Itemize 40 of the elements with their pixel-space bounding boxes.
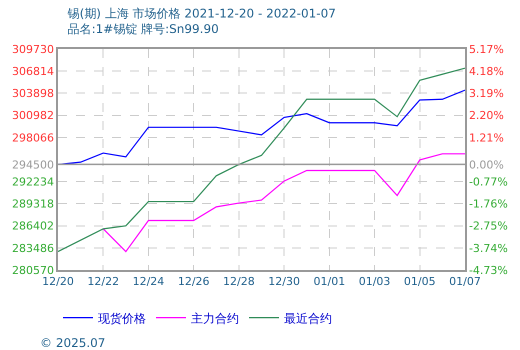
- line-series: [58, 68, 465, 252]
- y-tick-label: 289318: [12, 198, 54, 211]
- y2-tick-label: 0.00%: [468, 158, 504, 172]
- x-tick-label: 01/03: [358, 274, 390, 288]
- y-tick-label: 306814: [12, 64, 54, 78]
- y-tick-label: 303898: [12, 87, 54, 100]
- y2-tick-label: -1.76%: [468, 198, 508, 211]
- x-tick-label: 01/05: [404, 274, 436, 288]
- y-tick-label: 298066: [12, 131, 54, 144]
- y-tick-label: 280570: [12, 264, 54, 277]
- x-tick-label: 01/07: [449, 274, 481, 288]
- x-tick-label: 12/30: [268, 274, 300, 288]
- x-tick-label: 12/22: [87, 274, 120, 288]
- x-tick-label: 12/20: [42, 274, 74, 288]
- y2-tick-label: 5.17%: [468, 42, 504, 56]
- line-series: [102, 153, 465, 252]
- legend-label: 最近合约: [284, 311, 332, 326]
- chart-subtitle: 品名:1#锡锭 牌号:Sn99.90: [68, 22, 219, 36]
- x-tick-label: 01/01: [313, 274, 346, 288]
- y2-tick-label: 3.19%: [468, 87, 504, 100]
- legend-label: 现货价格: [98, 311, 146, 326]
- x-tick-label: 12/26: [178, 274, 210, 288]
- y2-tick-label: 2.20%: [468, 109, 504, 122]
- y-tick-label: 309730: [12, 42, 54, 56]
- y2-tick-label: 1.21%: [468, 131, 504, 144]
- y2-tick-label: -4.73%: [468, 264, 508, 277]
- y-tick-label: 292234: [12, 175, 54, 188]
- y-tick-label: 294500: [12, 158, 54, 172]
- y-tick-label: 283486: [12, 242, 54, 255]
- y-tick-label: 286402: [12, 220, 54, 233]
- y2-tick-label: 4.18%: [468, 64, 504, 78]
- chart-title: 锡(期) 上海 市场价格 2021-12-20 - 2022-01-07: [66, 6, 336, 20]
- y2-tick-label: -0.77%: [468, 175, 508, 188]
- text: © 2025.07: [40, 336, 106, 350]
- legend-label: 主力合约: [191, 311, 239, 326]
- x-tick-label: 12/24: [132, 274, 164, 288]
- y2-tick-label: -3.74%: [468, 242, 508, 255]
- y-tick-label: 300982: [12, 109, 54, 122]
- x-tick-label: 12/28: [223, 274, 255, 288]
- y2-tick-label: -2.75%: [468, 220, 508, 233]
